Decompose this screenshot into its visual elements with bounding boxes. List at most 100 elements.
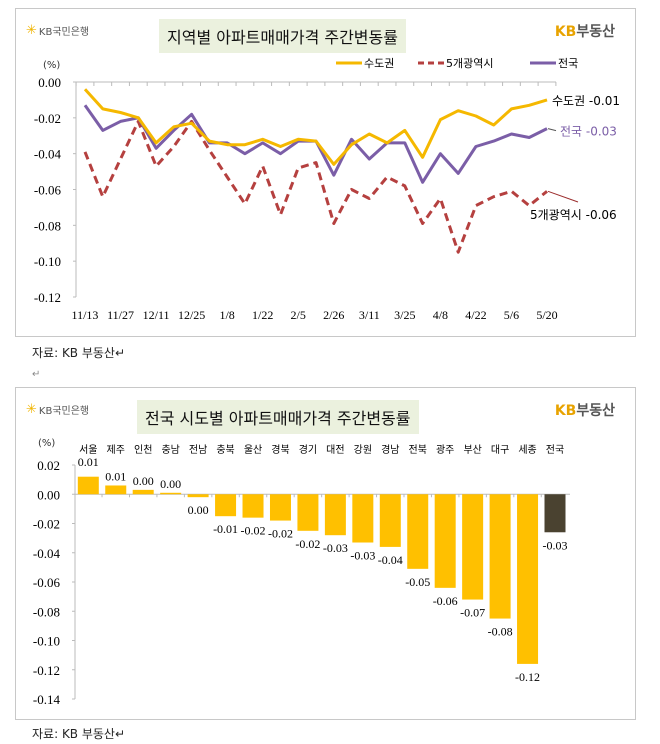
- x-tick-label: 11/13: [72, 308, 99, 322]
- bar-경기: [297, 494, 319, 531]
- data-label: -0.08: [488, 625, 513, 639]
- y-unit-label: (%): [38, 438, 55, 449]
- data-label: -0.12: [515, 670, 540, 684]
- category-label: 경남: [381, 443, 399, 456]
- leader-line: [547, 128, 557, 132]
- y-tick-label: 0.02: [37, 458, 60, 473]
- kb-realestate-logo: KB부동산: [554, 403, 615, 419]
- chart-title: 전국 시도별 아파트매매가격 주간변동률: [137, 400, 419, 434]
- y-tick-label: -0.10: [33, 634, 60, 649]
- y-tick-label: -0.08: [34, 218, 61, 233]
- category-label: 부산: [463, 444, 481, 456]
- data-label: 0.00: [188, 503, 209, 517]
- bar-강원: [352, 494, 374, 543]
- y-tick-label: -0.06: [33, 575, 61, 590]
- x-tick-label: 4/22: [465, 308, 486, 322]
- y-tick-label: -0.08: [33, 604, 60, 619]
- x-tick-label: 2/5: [291, 308, 306, 322]
- bar-제주: [105, 485, 127, 495]
- bar-전북: [407, 494, 429, 569]
- y-tick-label: 0.00: [37, 487, 60, 502]
- kb-bank-logo: ✳ KB국민은행: [26, 23, 90, 38]
- kb-bank-logo: ✳ KB국민은행: [26, 402, 90, 417]
- bar-경남: [379, 494, 401, 547]
- category-label: 경북: [271, 443, 289, 456]
- bar-광주: [434, 494, 456, 588]
- legend-label: 수도권: [364, 57, 394, 70]
- y-tick-label: -0.14: [33, 692, 61, 707]
- y-tick-label: -0.02: [33, 517, 60, 532]
- source-caption: 자료: KB 부동산↵: [32, 346, 126, 360]
- data-label: 0.00: [160, 477, 181, 491]
- category-label: 대전: [326, 444, 344, 456]
- data-label: -0.02: [295, 537, 320, 551]
- category-label: 서울: [79, 444, 97, 456]
- category-label: 제주: [107, 444, 125, 456]
- bar-경북: [269, 494, 291, 521]
- bar-전남: [187, 494, 209, 498]
- data-label: -0.04: [378, 553, 403, 567]
- bar-부산: [462, 494, 484, 600]
- x-tick-label: 11/27: [107, 308, 134, 322]
- end-label-national: 전국 -0.03: [560, 125, 617, 139]
- data-label: -0.07: [460, 606, 485, 620]
- x-tick-label: 5/6: [504, 308, 519, 322]
- x-tick-label: 1/22: [252, 308, 273, 322]
- x-tick-label: 5/20: [536, 308, 557, 322]
- category-label: 광주: [436, 444, 454, 456]
- data-label: 0.01: [105, 469, 126, 483]
- end-label-metro: 5개광역시 -0.06: [530, 208, 617, 222]
- chart-title: 지역별 아파트매매가격 주간변동률: [159, 19, 406, 53]
- y-tick-label: 0.00: [38, 75, 61, 90]
- legend-label: 전국: [558, 57, 578, 70]
- end-label-capital: 수도권 -0.01: [552, 94, 620, 108]
- kb-realestate-logo: KB부동산: [554, 24, 615, 40]
- category-label: 대구: [491, 444, 509, 456]
- y-tick-label: -0.12: [34, 290, 61, 305]
- bar-충남: [160, 492, 182, 495]
- bar-충북: [215, 494, 237, 517]
- category-label: 충북: [216, 444, 234, 456]
- bar-세종: [517, 494, 539, 664]
- series-line-0: [83, 88, 548, 166]
- category-label: 충남: [161, 444, 179, 456]
- category-label: 경기: [299, 443, 317, 456]
- data-label: -0.03: [323, 541, 348, 555]
- y-tick-label: -0.10: [34, 254, 61, 269]
- y-tick-label: -0.02: [34, 111, 61, 126]
- x-tick-label: 1/8: [219, 308, 234, 322]
- category-label: 강원: [354, 444, 372, 456]
- y-tick-label: -0.12: [33, 663, 60, 678]
- category-label: 울산: [244, 444, 262, 456]
- category-label: 전남: [189, 444, 207, 456]
- bar-대전: [324, 494, 346, 536]
- data-label: 0.01: [78, 455, 99, 469]
- x-tick-label: 4/8: [433, 308, 448, 322]
- category-label: 인천: [134, 444, 152, 456]
- data-label: -0.01: [213, 522, 238, 536]
- y-tick-label: -0.06: [34, 183, 62, 198]
- data-label: 0.00: [133, 474, 154, 488]
- bar-울산: [242, 494, 264, 518]
- leader-line: [547, 190, 579, 203]
- category-label: 세종: [518, 444, 536, 456]
- legend-label: 5개광역시: [446, 57, 493, 70]
- x-tick-label: 3/25: [394, 308, 415, 322]
- data-label: -0.02: [268, 527, 293, 541]
- x-tick-label: 12/11: [143, 308, 170, 322]
- x-tick-label: 3/11: [359, 308, 380, 322]
- data-label: -0.02: [241, 524, 266, 538]
- x-tick-label: 2/26: [323, 308, 344, 322]
- category-label: 전북: [409, 444, 427, 456]
- bar-전국: [544, 494, 566, 533]
- data-label: -0.03: [350, 549, 375, 563]
- y-tick-label: -0.04: [33, 546, 61, 561]
- data-label: -0.06: [433, 594, 458, 608]
- y-unit-label: (%): [43, 60, 60, 71]
- paragraph-mark: ↵: [32, 369, 41, 380]
- source-caption: 자료: KB 부동산↵: [32, 727, 126, 741]
- bar-인천: [132, 489, 154, 495]
- data-label: -0.05: [405, 575, 430, 589]
- x-tick-label: 12/25: [178, 308, 205, 322]
